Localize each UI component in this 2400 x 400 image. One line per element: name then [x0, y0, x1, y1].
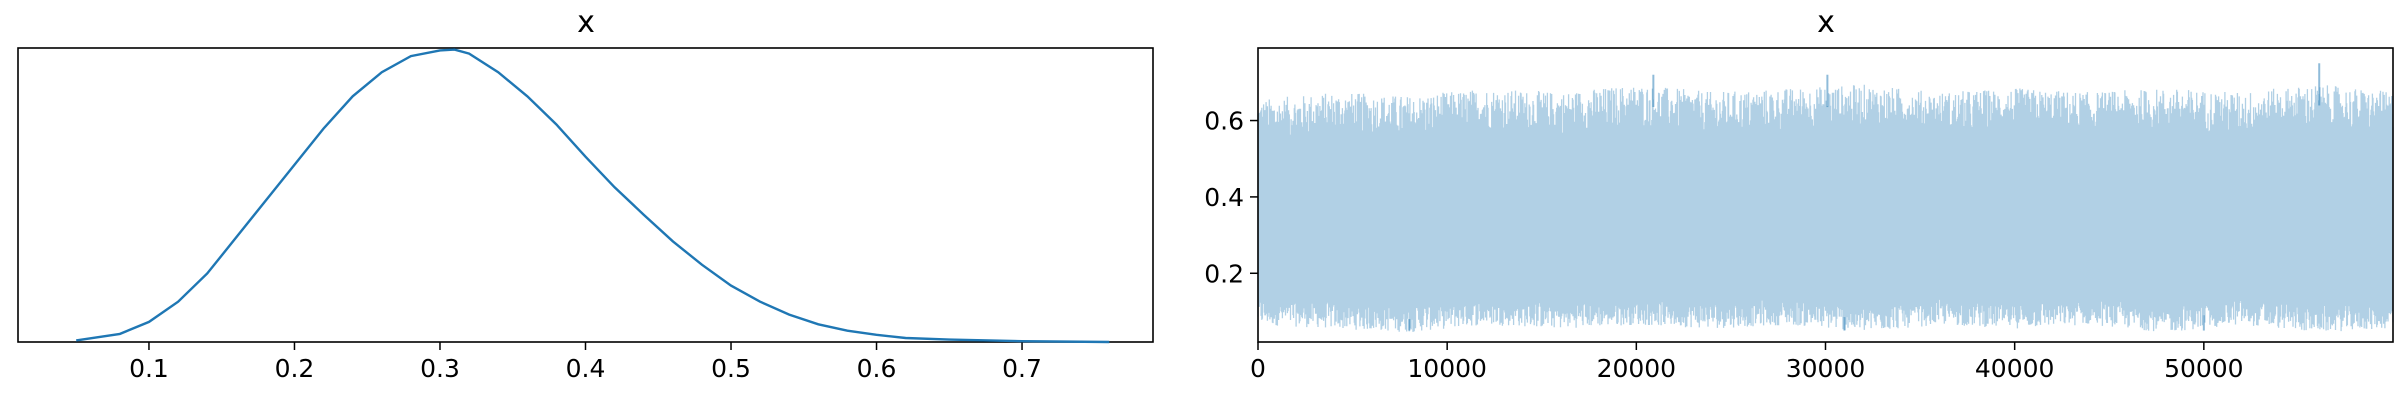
trace-x-tick-label: 40000 [1975, 354, 2055, 383]
density-curve [76, 48, 1110, 344]
trace-x-tick-label: 0 [1250, 354, 1266, 383]
trace-x-tick-label: 50000 [2164, 354, 2244, 383]
trace-y-axis: 0.2 0.4 0.6 [1204, 107, 1258, 288]
density-x-tick-label: 0.7 [1002, 354, 1042, 383]
density-x-tick-label: 0.6 [857, 354, 897, 383]
density-plot-frame [17, 47, 1154, 343]
density-x-tick-label: 0.3 [420, 354, 460, 383]
density-x-tick-label: 0.5 [711, 354, 751, 383]
trace-x-tick-label: 30000 [1786, 354, 1866, 383]
trace-y-tick-label: 0.4 [1204, 183, 1244, 212]
trace-x-tick-label: 10000 [1407, 354, 1487, 383]
trace-x-tick-label: 20000 [1597, 354, 1677, 383]
trace-y-tick-label: 0.2 [1204, 259, 1244, 288]
trace-y-tick-label: 0.6 [1204, 107, 1244, 136]
density-x-tick-label: 0.4 [566, 354, 606, 383]
density-x-tick-label: 0.2 [275, 354, 315, 383]
density-panel: x 0.1 0.2 0.3 0.4 0.5 0.6 0.7 [17, 5, 1154, 383]
trace-line [1257, 84, 2394, 332]
density-x-axis: 0.1 0.2 0.3 0.4 0.5 0.6 0.7 [129, 342, 1042, 383]
trace-samples [1257, 63, 2394, 332]
trace-x-axis: 0 10000 20000 30000 40000 50000 [1250, 342, 2244, 383]
density-x-tick-label: 0.1 [129, 354, 169, 383]
trace-panel: x 0 10000 20000 30000 40000 50000 0.2 0.4 0.6 [1204, 5, 2394, 383]
density-title: x [577, 5, 595, 40]
trace-title: x [1817, 5, 1835, 40]
